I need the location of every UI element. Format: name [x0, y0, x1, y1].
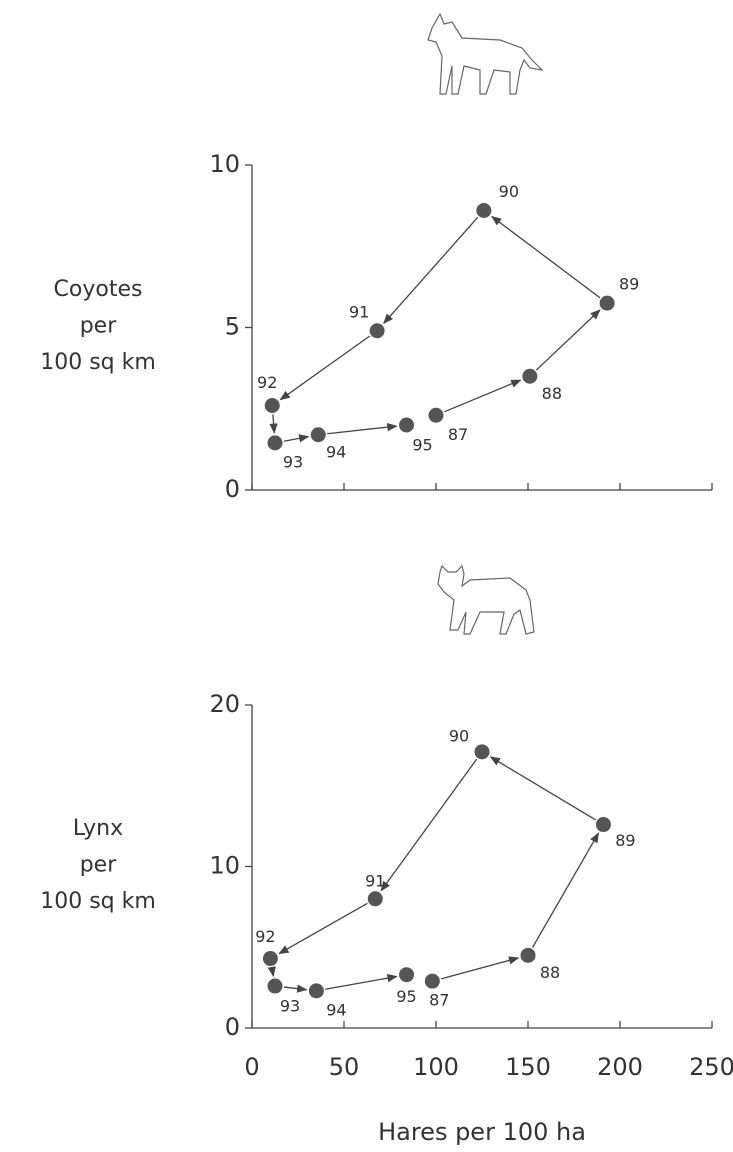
x-tick-label: 250: [689, 1053, 733, 1081]
point: [522, 368, 538, 384]
arrow: [327, 422, 398, 435]
y-tick-label: 0: [225, 475, 240, 503]
arrow: [383, 216, 479, 325]
arrow: [283, 984, 308, 993]
point-label: 88: [542, 384, 562, 403]
arrow: [279, 335, 371, 401]
arrow: [444, 379, 522, 413]
arrow: [325, 974, 398, 990]
x-tick-label: 150: [505, 1053, 551, 1081]
point-label: 87: [429, 991, 449, 1010]
point: [399, 417, 415, 433]
arrow: [489, 756, 597, 821]
point: [474, 744, 490, 760]
point: [595, 817, 611, 833]
point-label: 92: [255, 927, 275, 946]
point-label: 89: [619, 275, 639, 294]
arrow: [491, 215, 601, 299]
point: [520, 947, 536, 963]
y-tick-label: 0: [225, 1013, 240, 1041]
point-label: 91: [365, 871, 385, 890]
y-tick-label: 10: [209, 852, 240, 880]
arrow: [269, 414, 278, 434]
point: [399, 967, 415, 983]
point-label: 89: [615, 831, 635, 850]
point: [267, 978, 283, 994]
y-axis-label: Lynx: [73, 816, 123, 841]
point: [424, 973, 440, 989]
arrow: [278, 902, 368, 955]
y-tick-label: 5: [225, 313, 240, 341]
point: [308, 983, 324, 999]
arrow: [440, 956, 520, 980]
point: [262, 951, 278, 967]
point-label: 93: [283, 452, 303, 471]
x-tick-label: 200: [597, 1053, 643, 1081]
x-tick-label: 100: [413, 1053, 459, 1081]
point-label: 88: [540, 963, 560, 982]
point: [267, 435, 283, 451]
arrow: [535, 309, 601, 371]
arrow: [267, 966, 276, 978]
y-axis-label: 100 sq km: [40, 889, 156, 914]
point-label: 90: [449, 726, 469, 745]
lynx-illustration: [437, 564, 535, 635]
y-axis-label: 100 sq km: [40, 350, 156, 375]
point: [369, 323, 385, 339]
point: [476, 203, 492, 218]
point-label: 93: [280, 997, 300, 1016]
y-tick-label: 20: [209, 690, 240, 718]
y-tick-label: 10: [209, 150, 240, 178]
y-axis-label: Coyotes: [54, 277, 143, 302]
y-axis-label: per: [80, 853, 118, 878]
point-label: 94: [326, 442, 346, 461]
point-label: 92: [257, 373, 277, 392]
arrow: [380, 758, 478, 892]
x-tick-label: 0: [244, 1053, 259, 1081]
point-label: 91: [349, 302, 369, 321]
coyote-illustration: [427, 12, 544, 95]
point-label: 95: [396, 987, 416, 1006]
arrow: [531, 832, 600, 948]
point-label: 87: [448, 425, 468, 444]
arrow: [283, 434, 310, 443]
y-axis-label: per: [80, 314, 118, 339]
point: [264, 398, 280, 413]
x-axis-label: Hares per 100 ha: [378, 1118, 586, 1146]
point: [428, 407, 444, 423]
point: [599, 295, 615, 311]
point: [310, 427, 326, 443]
point-label: 95: [412, 436, 432, 455]
point-label: 94: [326, 1000, 346, 1019]
point-label: 90: [499, 182, 519, 201]
point: [367, 891, 383, 907]
x-tick-label: 50: [329, 1053, 360, 1081]
